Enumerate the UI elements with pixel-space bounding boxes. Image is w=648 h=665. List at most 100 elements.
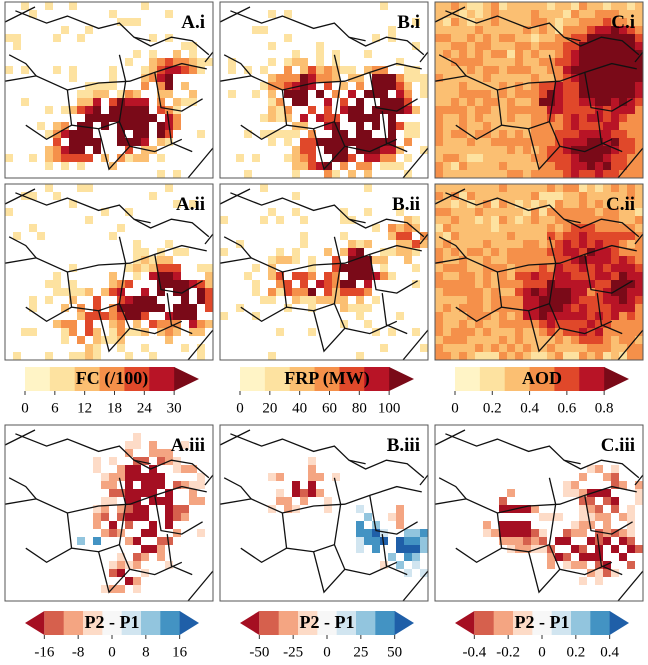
map-cell [165,184,173,192]
map-cell [611,192,619,200]
map-cell [260,26,268,34]
map-cell [133,489,141,497]
map-cell [619,256,627,264]
map-cell [531,66,539,74]
panel-frame [219,183,429,361]
map-cell [515,170,523,178]
colorbar: FC (/100)0 6 12 18 24 30 [21,367,199,416]
map-cell [579,192,587,200]
map-cell [571,138,579,146]
colorbar-extend [455,611,475,635]
map-cell [579,497,587,505]
map-cell [483,10,491,18]
map-cell [324,288,332,296]
map-cell [635,288,643,296]
map-cell [388,122,396,130]
map-cell [531,82,539,90]
map-cell [555,537,563,545]
map-cell [555,42,563,50]
map-cell [539,114,547,122]
map-cell [141,98,149,106]
map-cell [133,513,141,521]
tick-label: 8 [142,644,150,660]
map-cell [491,328,499,336]
map-cell [555,10,563,18]
map-cell [316,162,324,170]
map-cell [53,280,61,288]
map-cell [181,66,189,74]
map-cell [308,82,316,90]
map-cell [483,304,491,312]
border-line [119,237,125,304]
map-cell [555,304,563,312]
map-cell [173,264,181,272]
map-cell [459,130,467,138]
map-cell [587,336,595,344]
map-cell [475,114,483,122]
map-cell [420,537,428,545]
map-cell [380,98,388,106]
map-cell [348,154,356,162]
map-cell [507,537,515,545]
map-cell [467,66,475,74]
map-cell [627,106,635,114]
map-cell [595,10,603,18]
map-cell [507,328,515,336]
map-cell [372,272,380,280]
map-cell [483,18,491,26]
map-cell [507,344,515,352]
map-cell [499,288,507,296]
map-cell [109,473,117,481]
map-cell [587,2,595,10]
map-cell [459,98,467,106]
map-cell [53,138,61,146]
map-cell [356,296,364,304]
map-cell [125,90,133,98]
colorbar-segment [479,367,506,391]
map-cell [539,264,547,272]
map-cell [523,90,531,98]
map-cell [467,58,475,66]
map-cell [53,154,61,162]
map-cell [205,272,213,280]
map-cell [165,82,173,90]
map-cell [181,481,189,489]
map-cell [69,74,77,82]
map-cell [467,106,475,114]
map-cell [117,138,125,146]
panel-label: C.i [611,12,635,33]
map-cell [404,122,412,130]
map-cell [380,162,388,170]
map-cell [117,473,125,481]
map-cell [69,328,77,336]
colorbar-extend [389,367,414,391]
map-cell [563,154,571,162]
map-cell [603,513,611,521]
map-cell [252,280,260,288]
map-cell [579,352,587,360]
map-cell [555,90,563,98]
map-cell [348,248,356,256]
map-cell [388,272,396,280]
border-line [349,219,424,237]
map-cell [587,50,595,58]
map-cell [69,264,77,272]
map-cell [117,344,125,352]
map-cell [93,513,101,521]
border-line [314,311,345,351]
coastline [219,429,429,602]
map-cell [587,98,595,106]
map-cell [451,208,459,216]
map-cell [627,561,635,569]
map-cell [587,90,595,98]
map-cell [157,264,165,272]
colorbar-segment [493,611,514,635]
map-cell [133,505,141,513]
map-cell [380,344,388,352]
map-cell [77,154,85,162]
map-cell [595,184,603,192]
map-cell [197,288,205,296]
map-cell [619,106,627,114]
map-cell [555,208,563,216]
map-cell [443,328,451,336]
